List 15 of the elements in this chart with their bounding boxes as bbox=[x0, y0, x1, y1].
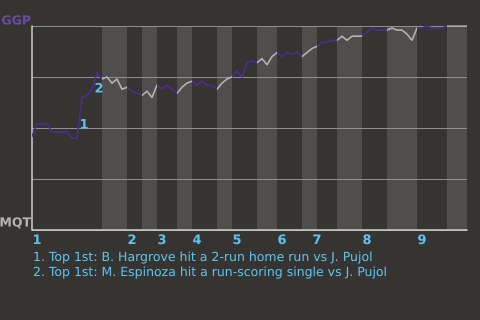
x-tick-label: 9 bbox=[417, 233, 427, 248]
x-tick-label: 5 bbox=[232, 233, 242, 248]
x-tick-label: 7 bbox=[312, 233, 322, 248]
x-tick-label: 4 bbox=[192, 233, 202, 248]
x-tick-label: 1 bbox=[32, 233, 42, 248]
text: 1. Top 1st: B. Hargrove hit a 2-run home run vs J. Pujol bbox=[33, 249, 373, 264]
text: GGP bbox=[1, 12, 31, 28]
annotation: 2 bbox=[94, 82, 104, 96]
text: MQT bbox=[0, 214, 32, 230]
x-tick-label: 3 bbox=[157, 233, 167, 248]
x-tick-label: 8 bbox=[362, 233, 372, 248]
x-tick-label: 6 bbox=[277, 233, 287, 248]
text: 2. Top 1st: M. Espinoza hit a run-scoring single vs J. Pujol bbox=[33, 264, 388, 279]
annotation: 1 bbox=[79, 118, 89, 132]
x-tick-label: 2 bbox=[127, 233, 137, 248]
